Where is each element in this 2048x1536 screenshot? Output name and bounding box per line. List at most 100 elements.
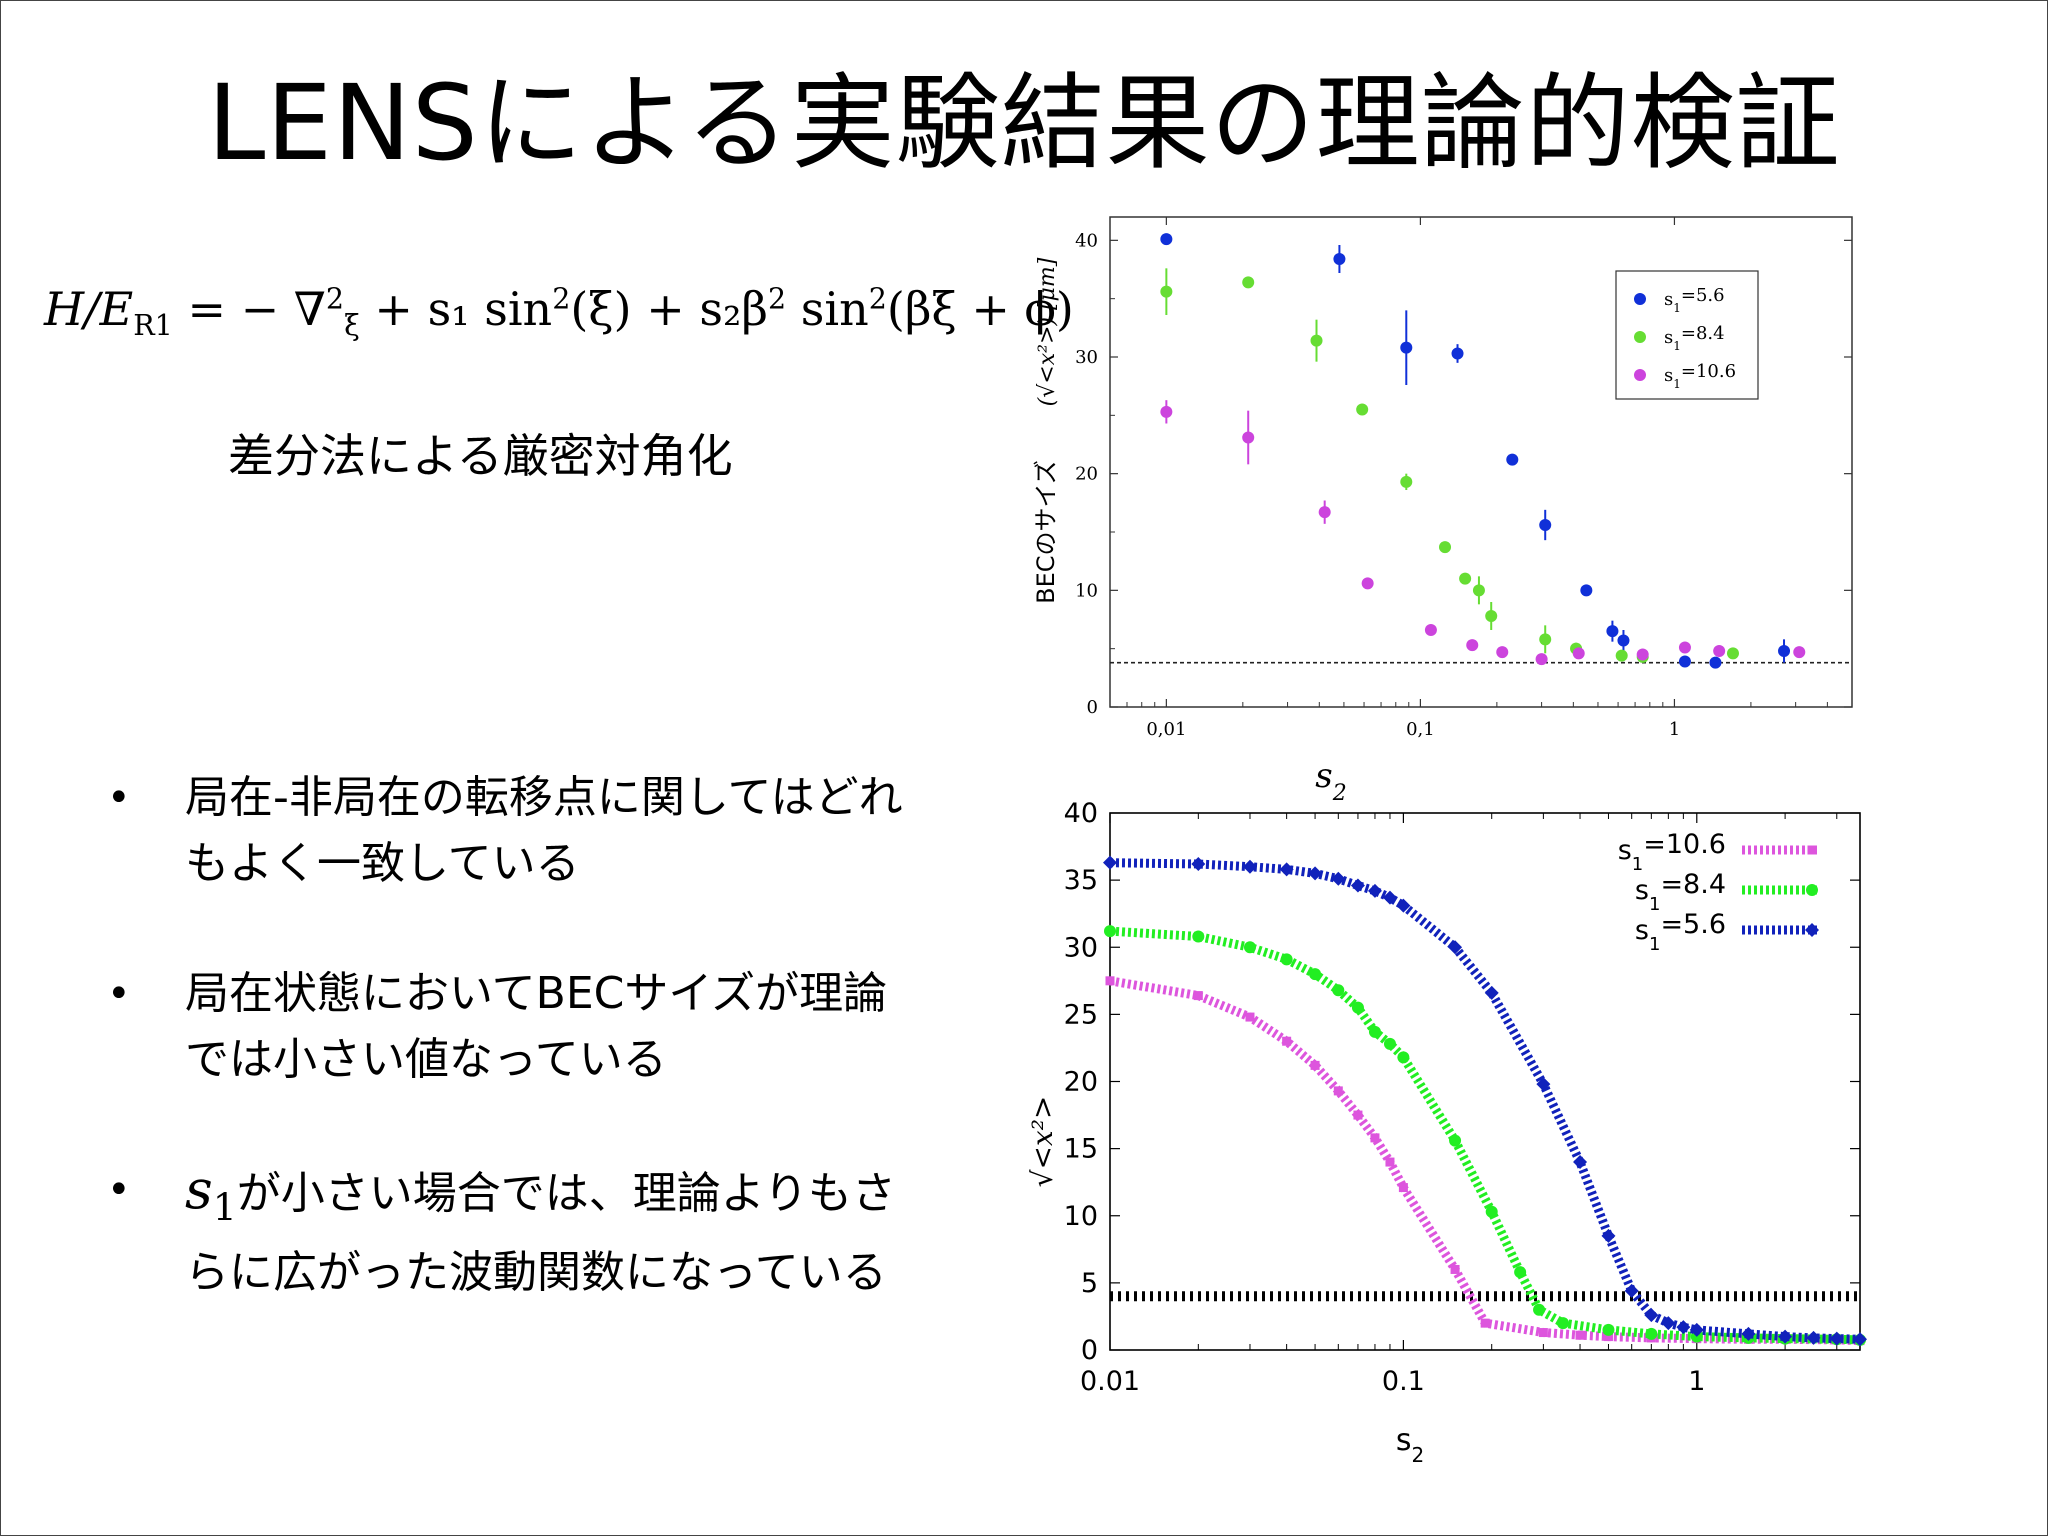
data-point	[1105, 976, 1115, 986]
data-point	[1602, 1323, 1615, 1336]
legend-label-value: =10.6	[1681, 361, 1736, 382]
legend-label-sub: 1	[1673, 301, 1681, 315]
data-point	[1192, 930, 1205, 943]
y-axis-label: √<x²>	[1026, 1096, 1059, 1188]
bullet-list: • 局在-非局在の転移点に関してはどれ もよく一致している • 局在状態において…	[95, 765, 975, 1370]
y-tick-label: 40	[1064, 798, 1098, 829]
y-tick-label: 15	[1064, 1134, 1098, 1165]
data-point	[1353, 1110, 1363, 1120]
slide-title: LENSによる実験結果の理論的検証	[207, 62, 1841, 184]
data-point	[1603, 1332, 1613, 1342]
legend-label-sub: 1	[1673, 377, 1681, 391]
legend-marker	[1634, 369, 1646, 381]
data-point	[1624, 1283, 1639, 1298]
x-axis-label-sub: 2	[1332, 781, 1347, 801]
y-tick-label: 5	[1081, 1268, 1098, 1299]
data-point	[1661, 1316, 1676, 1331]
bullet-item: • 局在-非局在の転移点に関してはどれ もよく一致している	[95, 765, 975, 897]
data-point	[1450, 1264, 1460, 1274]
data-point	[1806, 1330, 1821, 1345]
data-point	[1514, 1266, 1527, 1279]
data-point	[1726, 647, 1739, 660]
data-point	[1539, 519, 1552, 531]
x-axis-label-sub: 2	[1411, 1443, 1424, 1467]
data-point	[1350, 878, 1365, 893]
y-tick-label: 40	[1075, 230, 1098, 251]
data-point	[1449, 1134, 1462, 1147]
hamiltonian-formula: H/ER1 = − ∇2ξ + s₁ sin2(ξ) + s₂β2 sin2(β…	[44, 282, 1074, 342]
data-point	[1601, 1228, 1616, 1243]
formula-lhs: H/E	[44, 282, 134, 336]
data-point	[1424, 624, 1437, 636]
data-point	[1397, 1051, 1410, 1064]
data-point	[1191, 857, 1206, 872]
y-tick-label: 10	[1064, 1201, 1098, 1232]
legend-label-value: =10.6	[1643, 829, 1726, 860]
formula-rhs: = − ∇	[187, 282, 326, 336]
legend-marker	[1634, 293, 1646, 305]
formula-sin-sup: 2	[552, 282, 571, 316]
data-point	[1383, 1037, 1396, 1050]
data-point	[1242, 431, 1255, 444]
data-point	[1496, 646, 1509, 659]
data-point	[1160, 405, 1173, 418]
data-point	[1778, 645, 1791, 657]
legend-marker	[1807, 845, 1817, 855]
formula-beta-sup: 2	[768, 282, 787, 316]
data-point	[1451, 347, 1464, 360]
data-point	[1485, 610, 1498, 622]
data-point	[1853, 1332, 1867, 1347]
legend-label-sub: 1	[1649, 894, 1660, 915]
formula-lhs-sub: R1	[133, 309, 173, 343]
plot-frame	[1109, 812, 1861, 1351]
data-point	[1709, 656, 1722, 669]
legend-label-value: =5.6	[1660, 909, 1726, 940]
y-axis-label-group: √<x²>	[1026, 1096, 1059, 1188]
data-point	[1689, 1322, 1704, 1337]
data-point	[1459, 572, 1472, 585]
data-point	[1536, 1077, 1551, 1092]
data-point	[1572, 647, 1585, 660]
data-point	[1778, 1329, 1793, 1344]
data-point	[1617, 634, 1630, 647]
data-point	[1793, 646, 1806, 659]
data-point	[1480, 1318, 1490, 1328]
data-point	[1678, 641, 1691, 654]
data-point	[1331, 871, 1346, 886]
data-point	[1308, 866, 1323, 881]
formula-nabla-sub: ξ	[344, 309, 360, 343]
data-point	[1713, 645, 1726, 657]
data-point	[1367, 883, 1382, 898]
x-tick-label: 1	[1669, 719, 1680, 740]
data-point	[1538, 1328, 1548, 1338]
y-tick-label: 10	[1075, 580, 1098, 601]
data-point	[1310, 1060, 1320, 1070]
legend-marker	[1806, 884, 1818, 896]
legend-marker	[1805, 923, 1819, 937]
data-point	[1242, 859, 1257, 874]
y-tick-label: 20	[1075, 464, 1098, 485]
bullet-variable-name: s	[185, 1158, 213, 1221]
data-point	[1439, 541, 1452, 554]
y-axis-label-group: BECのサイズ (√<x²>) [μm]	[1032, 257, 1060, 604]
data-point	[1280, 953, 1293, 966]
data-point	[1333, 1086, 1343, 1096]
data-point	[1644, 1308, 1659, 1323]
data-point	[1193, 991, 1203, 1001]
bullet-line: もよく一致している	[185, 838, 580, 889]
bullet-item: • 局在状態においてBECサイズが理論 では小さい値なっている	[95, 961, 975, 1093]
legend-label-value: =8.4	[1681, 323, 1725, 344]
bullet-line: が小さい場合では、理論よりもさ	[236, 1168, 896, 1219]
data-point	[1104, 925, 1116, 938]
formula-term1: + s₁ sin	[374, 282, 553, 336]
y-tick-label: 30	[1075, 347, 1098, 368]
bullet-variable-sub: 1	[212, 1184, 237, 1229]
data-point	[1615, 649, 1628, 662]
data-point	[1676, 1320, 1691, 1335]
data-point	[1310, 334, 1323, 347]
data-point	[1160, 233, 1173, 246]
y-tick-label: 20	[1064, 1067, 1098, 1098]
data-point	[1332, 984, 1345, 997]
